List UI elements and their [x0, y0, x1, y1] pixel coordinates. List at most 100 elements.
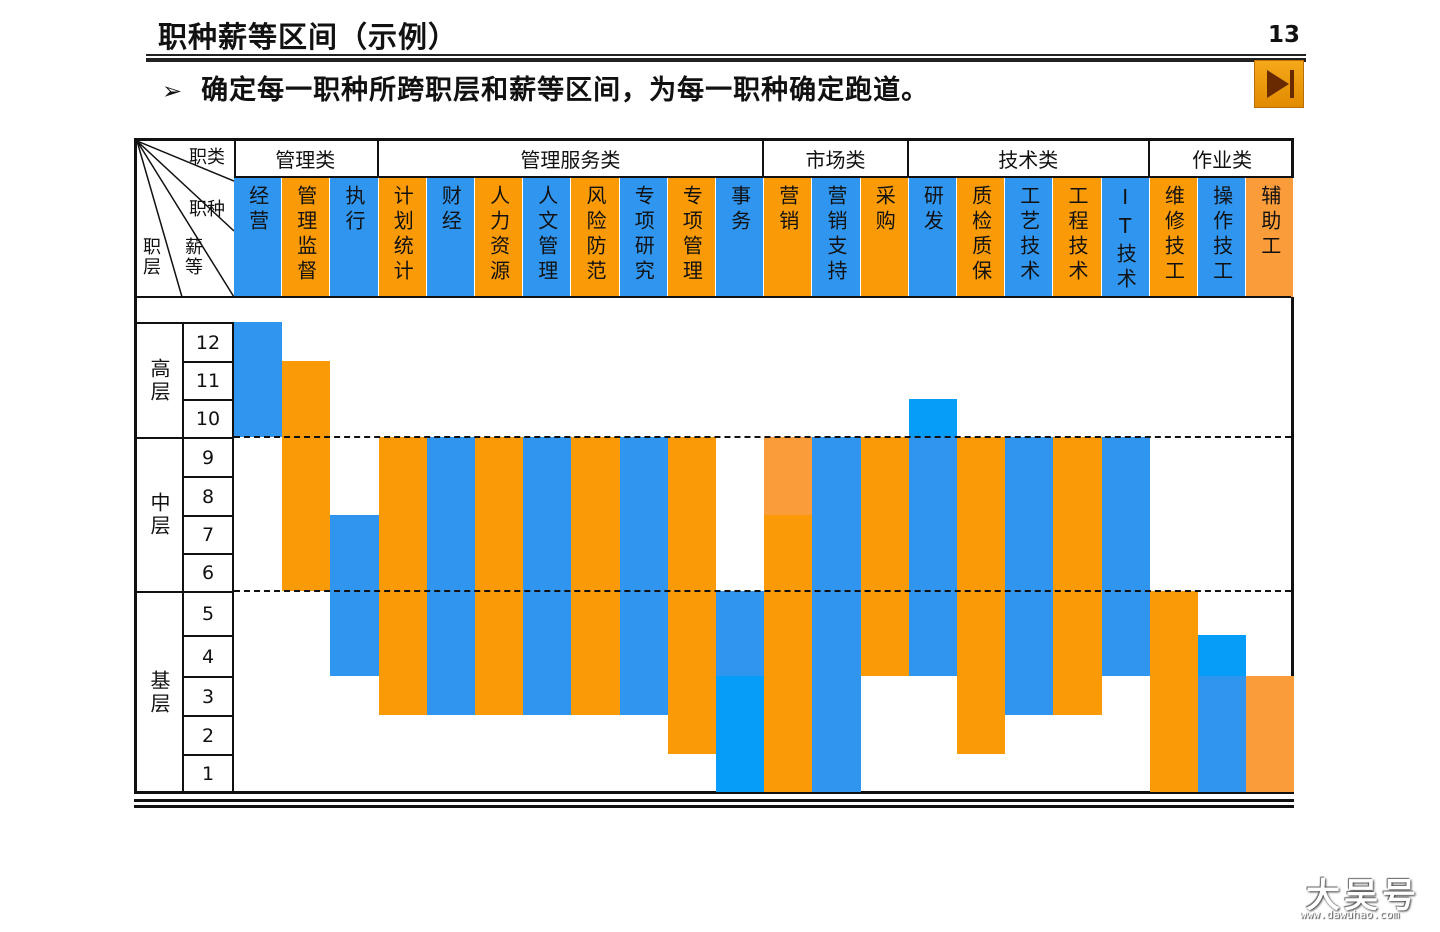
grade-cell: 1 — [184, 754, 234, 792]
job-column-header: 财经 — [426, 178, 475, 297]
grade-cell: 11 — [184, 361, 234, 399]
grade-range-bar — [523, 437, 572, 715]
grade-range-bar — [1246, 676, 1295, 792]
level-cell: 基层 — [137, 591, 184, 792]
job-name: 经营 — [245, 185, 270, 235]
corner-diagonals — [137, 141, 234, 297]
job-name: 工程技术 — [1064, 185, 1089, 285]
slide-title: 职种薪等区间（示例） — [158, 20, 459, 54]
job-name: IT技术 — [1113, 185, 1138, 293]
job-column-header: 人文管理 — [523, 178, 572, 297]
grade-range-bar — [282, 361, 331, 591]
grade-range-bar — [812, 437, 861, 792]
level-cell: 高层 — [137, 322, 184, 437]
job-name: 采购 — [872, 185, 897, 235]
job-column-header: 专项管理 — [667, 178, 716, 297]
job-name: 专项研究 — [631, 185, 656, 285]
grade-range-bar — [667, 437, 716, 754]
job-name: 事务 — [727, 185, 752, 235]
grade-range-accent — [764, 437, 813, 515]
job-column-header: 研发 — [908, 178, 957, 297]
grade-range-accent — [908, 399, 957, 437]
job-name: 管理监督 — [293, 185, 318, 285]
grade-range-bar — [1101, 437, 1150, 676]
grade-range-bar — [619, 437, 668, 715]
job-name: 财经 — [438, 185, 463, 235]
job-column-header: 事务 — [716, 178, 765, 297]
grade-cell: 2 — [184, 715, 234, 754]
grade-range-bar — [571, 437, 620, 715]
grade-range-bar — [330, 515, 379, 676]
job-name: 计划统计 — [390, 185, 415, 285]
grade-range-bar — [426, 437, 475, 715]
grade-cell: 4 — [184, 635, 234, 676]
job-name: 执行 — [341, 185, 366, 235]
job-column-header: 工程技术 — [1053, 178, 1102, 297]
job-column-header: 工艺技术 — [1005, 178, 1054, 297]
job-name: 研发 — [920, 185, 945, 235]
grade-cell: 10 — [184, 399, 234, 437]
grade-range-accent — [716, 676, 765, 792]
category-header: 管理服务类 — [378, 141, 765, 178]
grade-range-bar — [234, 322, 283, 437]
slide-subtitle: ➢ 确定每一职种所跨职层和薪等区间，为每一职种确定跑道。 — [162, 68, 929, 107]
job-column-header: 风险防范 — [571, 178, 620, 297]
grade-cell: 3 — [184, 676, 234, 715]
job-name: 操作技工 — [1209, 185, 1234, 285]
job-name: 质检质保 — [968, 185, 993, 285]
job-column-header: 经营 — [234, 178, 283, 297]
header-level-label: 职层 — [140, 237, 161, 277]
job-name: 人力资源 — [486, 185, 511, 285]
header-job-label: 职种 — [189, 199, 225, 220]
watermark-url: www.dawuhao.com — [1300, 908, 1400, 921]
category-header: 作业类 — [1149, 141, 1295, 178]
job-column-header: 计划统计 — [378, 178, 427, 297]
job-column-header: 营销 — [764, 178, 813, 297]
corner-header: 职类 职种 薪等 职层 — [137, 141, 234, 297]
footer-rule-1 — [134, 799, 1294, 802]
grade-range-bar — [1005, 437, 1054, 715]
title-rule-thick — [146, 58, 1306, 62]
header-grade-label: 薪等 — [182, 237, 203, 277]
grade-range-accent — [1198, 635, 1247, 676]
job-column-header: 采购 — [860, 178, 909, 297]
grade-range-bar — [378, 437, 427, 715]
job-column-header: IT技术 — [1101, 178, 1150, 297]
title-rule-thin — [146, 54, 1306, 56]
next-slide-button[interactable] — [1254, 60, 1304, 108]
grade-range-bar — [1149, 591, 1198, 792]
grade-range-bar — [475, 437, 524, 715]
job-column-header: 营销支持 — [812, 178, 861, 297]
category-header: 市场类 — [764, 141, 909, 178]
level-separator-upper — [234, 436, 1291, 438]
job-column-header: 执行 — [330, 178, 379, 297]
job-name: 工艺技术 — [1016, 185, 1041, 285]
job-column-header: 人力资源 — [475, 178, 524, 297]
page-number: 13 — [1268, 22, 1301, 48]
job-name: 维修技工 — [1161, 185, 1186, 285]
bullet-arrow-icon: ➢ — [162, 77, 184, 105]
subtitle-text: 确定每一职种所跨职层和薪等区间，为每一职种确定跑道。 — [201, 75, 930, 106]
grade-range-bar — [860, 437, 909, 676]
category-header: 技术类 — [908, 141, 1150, 178]
watermark-logo: 大吴号 — [1306, 876, 1420, 916]
level-cell: 中层 — [137, 437, 184, 591]
job-column-header: 维修技工 — [1149, 178, 1198, 297]
job-name: 营销支持 — [823, 185, 848, 285]
job-name: 人文管理 — [534, 185, 559, 285]
level-separator-lower — [234, 590, 1291, 592]
job-name: 风险防范 — [582, 185, 607, 285]
level-name: 高层 — [147, 357, 171, 404]
grade-cell: 6 — [184, 553, 234, 591]
job-column-header: 专项研究 — [619, 178, 668, 297]
next-slide-icon — [1267, 70, 1294, 98]
grade-range-bar — [1053, 437, 1102, 715]
job-column-header: 操作技工 — [1198, 178, 1247, 297]
level-name: 中层 — [147, 492, 171, 538]
job-column-header: 辅助工 — [1246, 178, 1295, 297]
grade-range-bar — [908, 399, 957, 676]
category-header: 管理类 — [234, 141, 379, 178]
grade-cell: 5 — [184, 591, 234, 635]
grade-range-bar — [957, 437, 1006, 754]
footer-rule-2 — [134, 805, 1294, 808]
